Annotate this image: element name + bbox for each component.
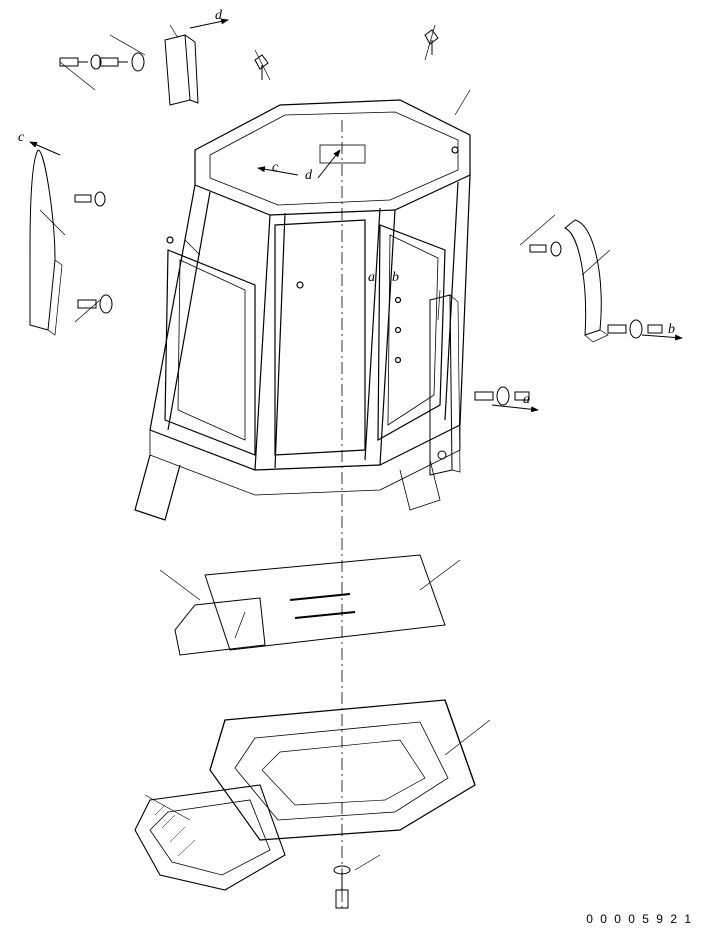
- drawing-number: 0 0 0 0 5 9 2 1: [586, 912, 693, 926]
- label-c-mid: c: [272, 160, 278, 176]
- bolt-roof-right: [425, 30, 438, 55]
- roof-liner: [210, 700, 475, 840]
- cab-frame: [135, 100, 470, 520]
- pillar-c: [30, 150, 112, 335]
- bolt-washer-b-lower: [608, 320, 662, 338]
- exploded-view-svg: [0, 0, 703, 932]
- label-d-top: d: [215, 8, 222, 24]
- diagram-canvas: d c c d a b a b 0 0 0 0 5 9 2 1: [0, 0, 703, 932]
- label-d-mid: d: [305, 168, 312, 184]
- label-a-r: a: [523, 392, 530, 408]
- leader-lines: [40, 25, 610, 870]
- bolt-washer-b-upper: [530, 242, 561, 256]
- bolt-washer-d: [60, 53, 144, 71]
- bolt-roof-left: [255, 55, 268, 80]
- label-a-sm: a: [368, 270, 375, 286]
- pillar-a: [430, 295, 529, 475]
- floor-mat-upper: [175, 555, 445, 655]
- section-arrows: [30, 20, 682, 410]
- bolt-washer-c: [75, 192, 112, 313]
- label-c-left: c: [18, 130, 24, 146]
- pillar-b: [530, 220, 662, 342]
- bolt-washer-a: [475, 387, 529, 405]
- label-b-r: b: [668, 322, 675, 338]
- label-b-sm: b: [392, 270, 399, 286]
